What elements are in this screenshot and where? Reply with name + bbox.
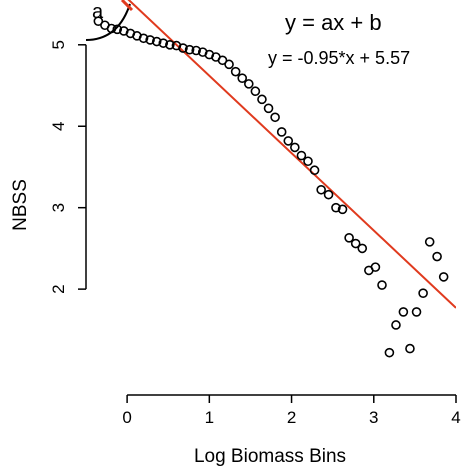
data-point bbox=[337, 204, 348, 215]
data-point bbox=[309, 165, 320, 176]
general-equation: y = ax + b bbox=[285, 10, 382, 35]
data-point bbox=[344, 233, 354, 243]
data-point bbox=[244, 79, 254, 89]
x-tick-label: 3 bbox=[369, 408, 378, 427]
data-point bbox=[178, 43, 188, 53]
data-point bbox=[257, 94, 267, 105]
data-point bbox=[112, 24, 123, 35]
fit-line bbox=[127, 0, 456, 309]
fit-equation: y = -0.95*x + 5.57 bbox=[268, 48, 410, 68]
data-point bbox=[384, 347, 395, 358]
data-point bbox=[224, 59, 234, 70]
data-point bbox=[217, 55, 228, 66]
data-point bbox=[270, 112, 280, 123]
panel-label-accent bbox=[120, 0, 134, 12]
data-point bbox=[250, 86, 261, 97]
data-point bbox=[237, 73, 248, 83]
data-point bbox=[283, 136, 294, 146]
data-point bbox=[191, 45, 201, 56]
data-point bbox=[438, 272, 449, 282]
data-point bbox=[350, 238, 361, 249]
data-point bbox=[303, 156, 313, 167]
data-point bbox=[391, 320, 401, 330]
data-point bbox=[158, 38, 169, 48]
data-point bbox=[331, 202, 341, 213]
data-point bbox=[296, 150, 307, 161]
x-axis-title: Log Biomass Bins bbox=[194, 446, 346, 467]
data-point bbox=[165, 39, 175, 50]
data-point bbox=[377, 280, 387, 290]
y-tick-label: 5 bbox=[49, 40, 68, 49]
x-tick-label: 4 bbox=[451, 408, 460, 427]
x-tick-label: 0 bbox=[122, 408, 131, 427]
data-point bbox=[418, 288, 428, 298]
y-tick-label: 4 bbox=[49, 122, 68, 131]
data-point bbox=[398, 307, 409, 317]
data-point bbox=[424, 237, 435, 247]
data-point bbox=[316, 184, 326, 195]
data-point bbox=[290, 142, 300, 153]
y-tick-label: 3 bbox=[49, 203, 68, 212]
data-point bbox=[357, 243, 368, 254]
data-point bbox=[432, 251, 442, 262]
data-point bbox=[151, 36, 162, 47]
data-point bbox=[263, 103, 274, 114]
x-tick-label: 1 bbox=[205, 408, 214, 427]
data-point bbox=[370, 262, 381, 272]
data-point bbox=[230, 66, 241, 77]
data-point bbox=[184, 44, 195, 55]
data-point bbox=[276, 127, 287, 137]
panel-label-arc bbox=[85, 3, 131, 41]
data-point bbox=[138, 33, 149, 44]
data-point bbox=[411, 307, 422, 317]
data-point bbox=[93, 16, 104, 26]
data-point bbox=[405, 343, 415, 354]
y-tick-label: 2 bbox=[49, 284, 68, 293]
x-tick-label: 2 bbox=[287, 408, 296, 427]
data-point bbox=[145, 35, 155, 45]
panel-label: a bbox=[92, 1, 104, 23]
data-point bbox=[323, 189, 334, 200]
y-axis-title: NBSS bbox=[10, 179, 31, 231]
